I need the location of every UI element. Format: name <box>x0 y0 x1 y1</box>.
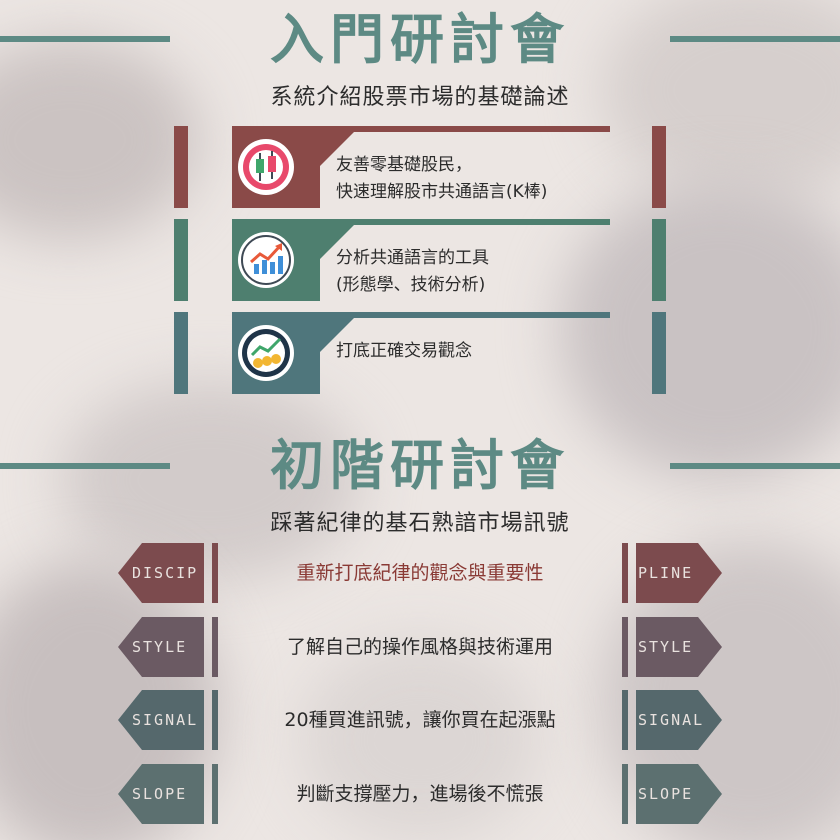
advanced-row-3-text: 20種買進訊號，讓你買在起漲點 <box>284 709 556 731</box>
advanced-subtitle: 踩著紀律的基石熟諳市場訊號 <box>270 511 570 536</box>
card-side-bar-right <box>652 219 666 301</box>
beginner-card-1-text: 友善零基礎股民， 快速理解股市共通語言(K棒) <box>336 152 606 206</box>
row-tag-right: STYLE <box>636 617 722 677</box>
beginner-subtitle: 系統介紹股票市場的基礎論述 <box>270 85 570 110</box>
row-divider-left <box>212 690 218 750</box>
beginner-title-rule-left <box>0 36 170 42</box>
trend-chart-icon <box>238 232 294 288</box>
advanced-row-2-text: 了解自己的操作風格與技術運用 <box>286 636 553 658</box>
row-tag-right-text: SIGNAL <box>638 711 705 729</box>
row-tag-right-text: SLOPE <box>638 785 694 803</box>
beginner-card-2: 分析共通語言的工具 (形態學、技術分析) <box>232 219 610 301</box>
card-side-bar-right <box>652 312 666 394</box>
row-tag-right-text: STYLE <box>638 638 694 656</box>
beginner-card-3-text: 打底正確交易觀念 <box>336 338 606 365</box>
beginner-card-3: 打底正確交易觀念 <box>232 312 610 394</box>
row-divider-left <box>212 617 218 677</box>
row-tag-right: SLOPE <box>636 764 722 824</box>
row-tag-right-text: PLINE <box>638 564 694 582</box>
beginner-card-2-text: 分析共通語言的工具 (形態學、技術分析) <box>336 245 606 299</box>
candlestick-icon <box>238 139 294 195</box>
coins-growth-icon <box>238 325 294 381</box>
advanced-row-1-text: 重新打底紀律的觀念與重要性 <box>296 562 544 584</box>
beginner-title: 入門研討會 <box>270 8 570 71</box>
card-side-bar-right <box>652 126 666 208</box>
row-tag-left-text: DISCIP <box>132 564 199 582</box>
row-tag-left: SLOPE <box>118 764 204 824</box>
advanced-title-rule-right <box>670 463 840 469</box>
row-divider-right <box>622 617 628 677</box>
card-line: (形態學、技術分析) <box>336 275 486 295</box>
beginner-card-1: 友善零基礎股民， 快速理解股市共通語言(K棒) <box>232 126 610 208</box>
row-tag-right: PLINE <box>636 543 722 603</box>
row-tag-right: SIGNAL <box>636 690 722 750</box>
card-line: 打底正確交易觀念 <box>336 341 472 361</box>
card-side-bar-left <box>174 219 188 301</box>
row-divider-left <box>212 764 218 824</box>
row-tag-left-text: SIGNAL <box>132 711 199 729</box>
row-divider-right <box>622 543 628 603</box>
beginner-title-rule-right <box>670 36 840 42</box>
row-divider-right <box>622 690 628 750</box>
advanced-title-rule-left <box>0 463 170 469</box>
row-tag-left-text: STYLE <box>132 638 188 656</box>
card-line: 友善零基礎股民， <box>336 155 472 175</box>
card-side-bar-left <box>174 312 188 394</box>
card-side-bar-left <box>174 126 188 208</box>
advanced-row-4-text: 判斷支撐壓力，進場後不慌張 <box>296 783 544 805</box>
card-line: 分析共通語言的工具 <box>336 248 489 268</box>
card-line: 快速理解股市共通語言(K棒) <box>336 182 548 202</box>
row-divider-left <box>212 543 218 603</box>
row-tag-left: SIGNAL <box>118 690 204 750</box>
row-tag-left: STYLE <box>118 617 204 677</box>
row-tag-left: DISCIP <box>118 543 204 603</box>
advanced-title: 初階研討會 <box>270 434 570 497</box>
row-tag-left-text: SLOPE <box>132 785 188 803</box>
row-divider-right <box>622 764 628 824</box>
